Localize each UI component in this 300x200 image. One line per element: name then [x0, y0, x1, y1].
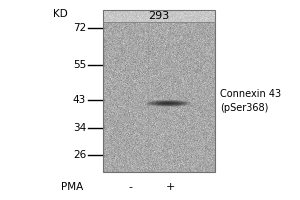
Text: (pSer368): (pSer368) [220, 103, 268, 113]
Text: -: - [128, 182, 132, 192]
Text: 293: 293 [148, 11, 170, 21]
Text: 26: 26 [73, 150, 86, 160]
Text: 72: 72 [73, 23, 86, 33]
Text: KD: KD [52, 9, 68, 19]
Text: 55: 55 [73, 60, 86, 70]
Text: 43: 43 [73, 95, 86, 105]
Text: +: + [165, 182, 175, 192]
Text: PMA: PMA [61, 182, 83, 192]
Text: 34: 34 [73, 123, 86, 133]
Bar [103, 10, 215, 172]
Text: Connexin 43: Connexin 43 [220, 89, 281, 99]
